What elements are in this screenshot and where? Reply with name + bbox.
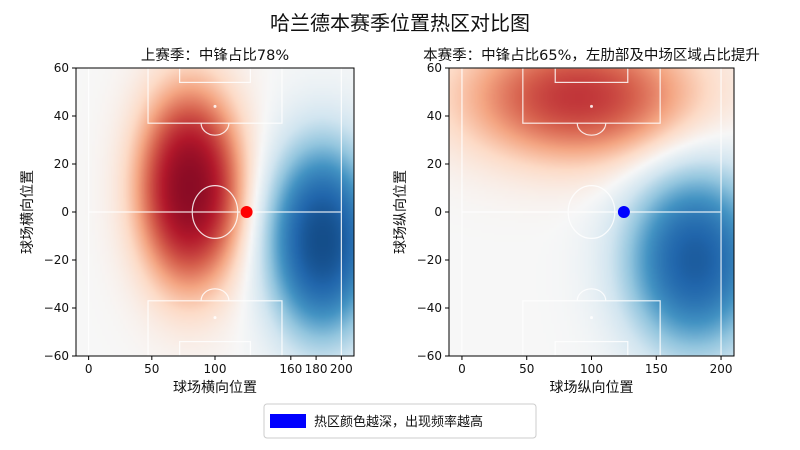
x-tick-label: 50 xyxy=(519,362,534,376)
penalty-arc-top xyxy=(200,123,230,136)
y-tick-label: −60 xyxy=(44,349,69,363)
centre-circle xyxy=(567,185,616,240)
y-axis-label: 球场纵向位置 xyxy=(393,170,409,254)
y-tick-label: 20 xyxy=(54,157,69,171)
y-tick-label: 0 xyxy=(61,205,69,219)
y-tick-label: −20 xyxy=(417,253,442,267)
panel-title: 本赛季：中锋占比65%，左肋部及中场区域占比提升 xyxy=(423,47,760,64)
penalty-spot-top xyxy=(590,104,593,108)
penalty-arc-bottom xyxy=(576,288,607,301)
x-tick-label: 160 xyxy=(279,362,302,376)
y-tick-label: 40 xyxy=(54,109,69,123)
y-axis-label: 球场横向位置 xyxy=(20,170,36,254)
y-tick-label: 0 xyxy=(434,205,442,219)
penalty-arc-bottom xyxy=(200,288,230,301)
legend: 热区颜色越深，出现频率越高 xyxy=(263,403,537,439)
legend-swatch xyxy=(270,414,306,428)
x-tick-label: 180 xyxy=(305,362,328,376)
y-tick-label: 60 xyxy=(427,61,442,75)
y-tick-label: −40 xyxy=(44,301,69,315)
penalty-arc-top xyxy=(576,123,607,136)
x-tick-label: 150 xyxy=(645,362,668,376)
panel-title: 上赛季：中锋占比78% xyxy=(141,47,289,64)
x-tick-label: 50 xyxy=(144,362,159,376)
x-tick-label: 0 xyxy=(85,362,93,376)
y-tick-label: 40 xyxy=(427,109,442,123)
figure-title: 哈兰德本赛季位置热区对比图 xyxy=(270,11,530,35)
y-tick-label: −60 xyxy=(417,349,442,363)
penalty-spot-bottom xyxy=(213,316,217,320)
legend-label: 热区颜色越深，出现频率越高 xyxy=(314,414,483,430)
heatmap-panel-current-season: 0 50 100 150 2006040200−20−40−60本赛季：中锋占比65%，… xyxy=(393,47,760,396)
x-tick-label: 200 xyxy=(710,362,733,376)
x-tick-label: 200 xyxy=(330,362,353,376)
x-axis-label: 球场横向位置 xyxy=(173,380,257,396)
centroid-marker xyxy=(617,206,630,218)
centre-circle xyxy=(191,185,239,240)
y-tick-label: −20 xyxy=(44,253,69,267)
centroid-marker xyxy=(240,206,253,218)
heatmap-panel-previous-season: 0 50 100 160 180 2006040200−20−40−60上赛季：中锋占比7… xyxy=(20,47,355,396)
x-tick-label: 100 xyxy=(580,362,603,376)
x-axis-label: 球场纵向位置 xyxy=(550,380,634,396)
penalty-spot-top xyxy=(213,104,217,108)
y-tick-label: −40 xyxy=(417,301,442,315)
penalty-spot-bottom xyxy=(590,316,593,320)
y-tick-label: 20 xyxy=(427,157,442,171)
legend-frame xyxy=(263,403,537,439)
x-tick-label: 0 xyxy=(458,362,466,376)
x-tick-label: 100 xyxy=(204,362,227,376)
y-tick-label: 60 xyxy=(54,61,69,75)
